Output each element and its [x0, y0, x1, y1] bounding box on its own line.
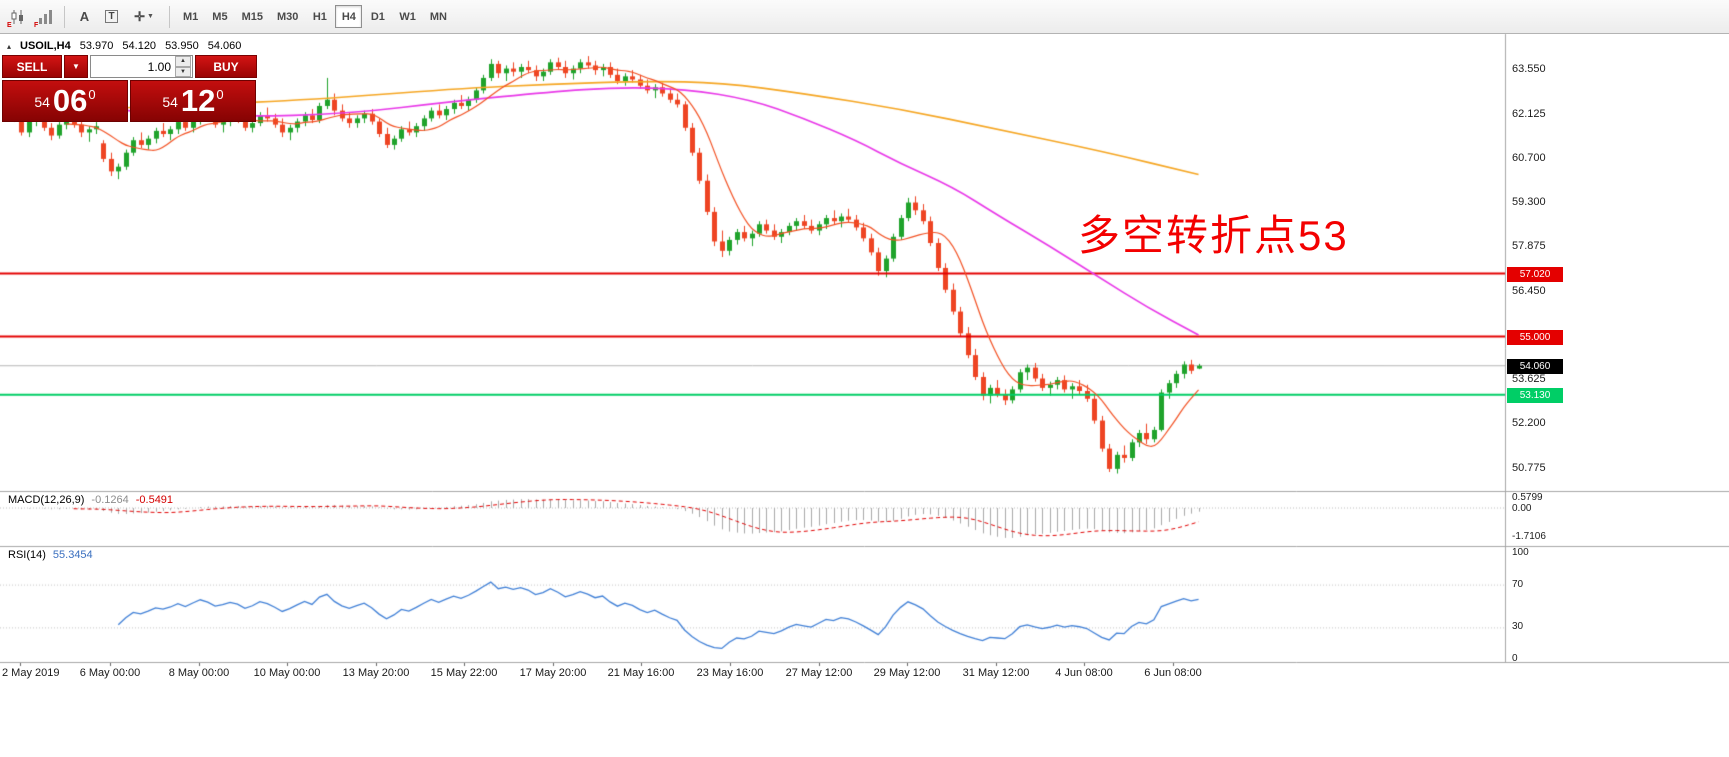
volume-decrease-button[interactable]: ▼	[175, 66, 191, 77]
price-axis-tick: 50.775	[1512, 462, 1546, 474]
macd-header: MACD(12,26,9) -0.1264 -0.5491	[8, 494, 173, 506]
symbol-header: ▴ USOIL,H4 53.970 54.120 53.950 54.060	[7, 40, 241, 52]
timeframe-m5-button[interactable]: M5	[212, 10, 228, 23]
level-badge-57020: 57.020	[1507, 267, 1563, 282]
textbox-tool-icon: T	[105, 10, 118, 23]
macd-axis-min: -1.7106	[1512, 531, 1546, 542]
text-tool-icon: A	[79, 9, 90, 24]
level-badge-55000: 55.000	[1507, 330, 1563, 345]
price-axis-tick: 60.700	[1512, 152, 1546, 164]
rsi-axis-30: 30	[1512, 621, 1524, 632]
price-axis-tick: 57.875	[1512, 240, 1546, 252]
timeframe-h1-button[interactable]: H1	[312, 10, 327, 23]
price-axis-tick: 59.300	[1512, 196, 1546, 208]
indicators-button[interactable]: F	[31, 4, 58, 29]
buy-price-pips: 12	[180, 83, 216, 118]
trade-options-dropdown[interactable]: ▼	[64, 55, 88, 78]
draw-tools-dropdown[interactable]: ✛ ▼	[125, 4, 163, 29]
price-axis-tick: 56.450	[1512, 285, 1546, 297]
timeframe-mn-button[interactable]: MN	[429, 10, 447, 23]
time-label: 10 May 00:00	[253, 667, 321, 679]
candlestick-icon	[11, 9, 23, 24]
timeframe-d1-button[interactable]: D1	[370, 10, 385, 23]
time-label: 4 Jun 08:00	[1055, 667, 1113, 679]
buy-price-pipette: 0	[216, 87, 224, 102]
rsi-axis-0: 0	[1512, 653, 1518, 664]
ohlc-high: 54.120	[122, 40, 157, 52]
macd-value: -0.1264	[91, 494, 129, 506]
volume-increase-button[interactable]: ▲	[175, 56, 191, 67]
time-label: 8 May 00:00	[168, 667, 230, 679]
chevron-down-icon: ▼	[72, 62, 80, 71]
icon-tag: F	[34, 22, 39, 29]
time-label: 2 May 2019	[2, 667, 60, 679]
macd-axis-zero: 0.00	[1512, 503, 1532, 514]
price-axis-tick: 53.625	[1512, 373, 1546, 385]
price-axis-tick: 52.200	[1512, 417, 1546, 429]
time-label: 17 May 20:00	[519, 667, 587, 679]
macd-axis-max: 0.5799	[1512, 492, 1543, 503]
icon-tag: E	[7, 22, 12, 29]
ohlc-open: 53.970	[79, 40, 114, 52]
symbol-name: USOIL,H4	[20, 40, 71, 52]
sell-price-pips: 06	[52, 83, 88, 118]
ohlc-close: 54.060	[207, 40, 242, 52]
time-label: 23 May 16:00	[696, 667, 764, 679]
bar-chart-icon	[38, 9, 52, 24]
rsi-axis-100: 100	[1512, 547, 1529, 558]
sell-price-display[interactable]: 54 06 0	[2, 80, 128, 122]
rsi-value: 55.3454	[52, 549, 93, 561]
macd-signal-value: -0.5491	[135, 494, 174, 506]
insert-textbox-button[interactable]: T	[98, 4, 125, 29]
timeframe-h4-button[interactable]: H4	[335, 5, 363, 28]
sell-price-pipette: 0	[88, 87, 96, 102]
rsi-header: RSI(14) 55.3454	[8, 549, 93, 561]
timeframe-w1-button[interactable]: W1	[399, 10, 416, 23]
current-price-badge: 54.060	[1507, 359, 1563, 374]
time-label: 29 May 12:00	[873, 667, 941, 679]
time-label: 21 May 16:00	[607, 667, 675, 679]
volume-input[interactable]	[91, 56, 175, 77]
time-label: 6 May 00:00	[79, 667, 141, 679]
time-label: 13 May 20:00	[342, 667, 410, 679]
ohlc-low: 53.950	[165, 40, 199, 52]
macd-label: MACD(12,26,9)	[8, 494, 85, 506]
sell-price-major: 54	[34, 94, 50, 110]
sell-button[interactable]: SELL	[2, 55, 62, 78]
volume-control: ▲ ▼	[90, 55, 193, 78]
level-badge-53130: 53.130	[1507, 388, 1563, 403]
chart-marker-icon: ▴	[7, 41, 12, 51]
time-label: 31 May 12:00	[962, 667, 1030, 679]
buy-button[interactable]: BUY	[195, 55, 257, 78]
one-click-trading-panel: SELL ▼ ▲ ▼ BUY 54 06 0 54 12 0	[2, 55, 259, 122]
rsi-label: RSI(14)	[8, 549, 46, 561]
chart-annotation: 多空转折点53	[1078, 212, 1349, 259]
timeframe-m1-button[interactable]: M1	[183, 10, 199, 23]
time-label: 15 May 22:00	[430, 667, 498, 679]
buy-price-major: 54	[162, 94, 178, 110]
toolbar-separator	[64, 5, 65, 28]
insert-text-button[interactable]: A	[71, 4, 98, 29]
crosshair-icon: ✛	[134, 8, 145, 24]
rsi-axis-70: 70	[1512, 579, 1524, 590]
timeframe-m30-button[interactable]: M30	[276, 10, 299, 23]
price-axis-tick: 63.550	[1512, 63, 1546, 75]
buy-price-display[interactable]: 54 12 0	[130, 80, 256, 122]
chevron-down-icon: ▼	[146, 13, 154, 20]
chart-type-candles-button[interactable]: E	[4, 4, 31, 29]
top-toolbar: E F A T ✛ ▼ M1 M5 M15 M30 H1 H4 D1 W1 MN	[0, 0, 1729, 34]
price-axis-tick: 62.125	[1512, 108, 1546, 120]
time-label: 6 Jun 08:00	[1144, 667, 1202, 679]
time-label: 27 May 12:00	[785, 667, 853, 679]
timeframe-m15-button[interactable]: M15	[241, 10, 263, 23]
toolbar-separator	[169, 5, 170, 28]
